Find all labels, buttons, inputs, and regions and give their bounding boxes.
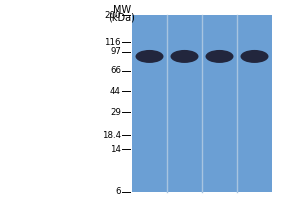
Text: 66: 66 [110,66,121,75]
Ellipse shape [170,50,199,63]
Text: 6: 6 [116,188,121,196]
Text: MW: MW [113,5,131,15]
Text: 18.4: 18.4 [102,131,121,140]
Ellipse shape [206,50,233,63]
Text: 29: 29 [110,108,121,117]
Text: 116: 116 [104,38,121,47]
Text: 97: 97 [110,47,121,56]
Text: 44: 44 [110,87,121,96]
Ellipse shape [241,50,268,63]
Bar [132,15,272,192]
Text: 14: 14 [110,145,121,154]
Ellipse shape [136,50,164,63]
Text: (kDa): (kDa) [109,13,135,23]
Text: 200: 200 [104,10,121,20]
